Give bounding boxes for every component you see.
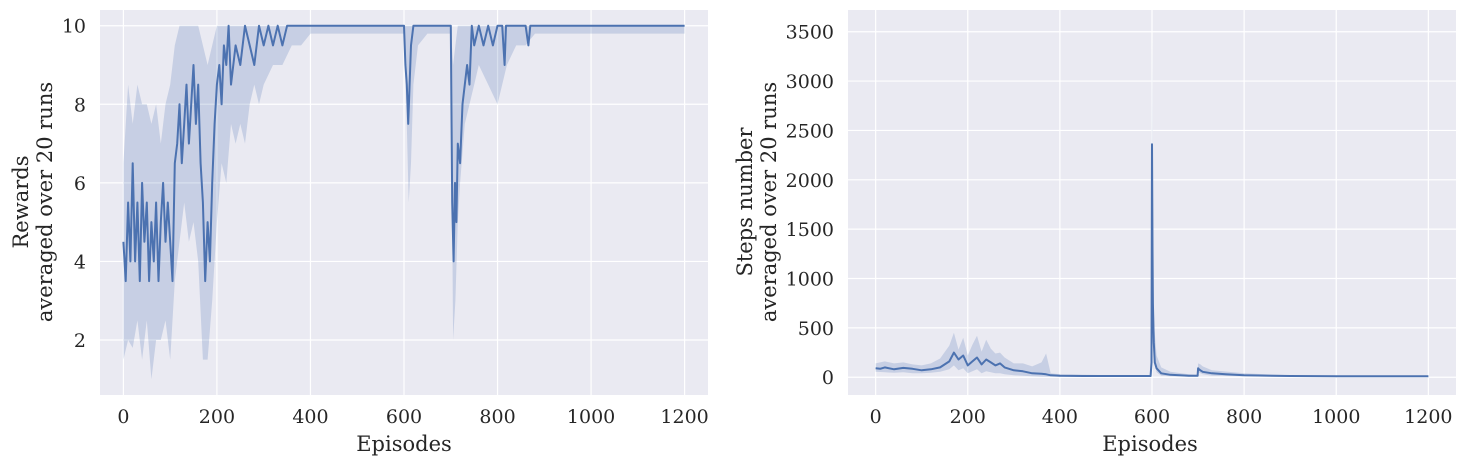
rewards-grid <box>100 10 708 395</box>
rewards-x-tick-label: 1200 <box>660 406 708 428</box>
steps-mean-line <box>875 143 1429 378</box>
steps-x-tick-label: 200 <box>950 406 986 428</box>
steps-y-tick-label: 500 <box>798 318 834 340</box>
rewards-y-tick-label: 8 <box>74 94 86 116</box>
steps-y-axis-label-line2: averaged over 20 runs <box>757 82 781 322</box>
rewards-x-tick-label: 0 <box>117 406 129 428</box>
rewards-y-axis-label-line2: averaged over 20 runs <box>33 82 57 322</box>
steps-x-tick-label: 1000 <box>1312 406 1360 428</box>
rewards-chart: 0 200 400 600 800 1000 1200 2 4 6 8 10 Episodes Re… <box>9 10 709 456</box>
steps-x-tick-label: 800 <box>1226 406 1262 428</box>
steps-x-axis-label: Episodes <box>1102 432 1198 456</box>
rewards-mean-line <box>122 24 685 283</box>
rewards-x-tick-label: 600 <box>386 406 422 428</box>
rewards-y-tick-label: 6 <box>74 173 86 195</box>
steps-x-ticks: 0 200 400 600 800 1000 1200 <box>870 406 1453 428</box>
steps-x-tick-label: 1200 <box>1404 406 1452 428</box>
rewards-y-tick-label: 10 <box>62 16 86 38</box>
rewards-data <box>122 24 685 380</box>
rewards-y-ticks: 2 4 6 8 10 <box>62 16 86 352</box>
steps-y-tick-label: 2000 <box>786 170 834 192</box>
rewards-confidence-band <box>123 25 685 380</box>
steps-x-tick-label: 0 <box>870 406 882 428</box>
rewards-x-tick-label: 1000 <box>567 406 615 428</box>
rewards-x-tick-label: 400 <box>292 406 328 428</box>
rewards-y-tick-label: 2 <box>74 330 86 352</box>
steps-y-tick-label: 1000 <box>786 269 834 291</box>
rewards-y-tick-label: 4 <box>74 251 86 273</box>
rewards-x-tick-label: 800 <box>479 406 515 428</box>
steps-y-tick-label: 3500 <box>786 22 834 44</box>
steps-chart: 0 200 400 600 800 1000 1200 0 500 1000 1500 2000 25… <box>733 10 1456 456</box>
steps-x-tick-label: 600 <box>1134 406 1170 428</box>
rewards-y-axis-label-line1: Rewards <box>9 156 33 249</box>
steps-y-ticks: 0 500 1000 1500 2000 2500 3000 3500 <box>786 22 834 390</box>
steps-x-tick-label: 400 <box>1042 406 1078 428</box>
steps-data <box>875 28 1429 378</box>
steps-y-tick-label: 1500 <box>786 219 834 241</box>
steps-y-axis-label-line1: Steps number <box>733 127 757 277</box>
rewards-x-ticks: 0 200 400 600 800 1000 1200 <box>117 406 708 428</box>
steps-y-tick-label: 2500 <box>786 120 834 142</box>
steps-y-tick-label: 3000 <box>786 71 834 93</box>
rewards-x-axis-label: Episodes <box>356 432 452 456</box>
steps-y-tick-label: 0 <box>822 367 834 389</box>
rewards-x-tick-label: 200 <box>199 406 235 428</box>
